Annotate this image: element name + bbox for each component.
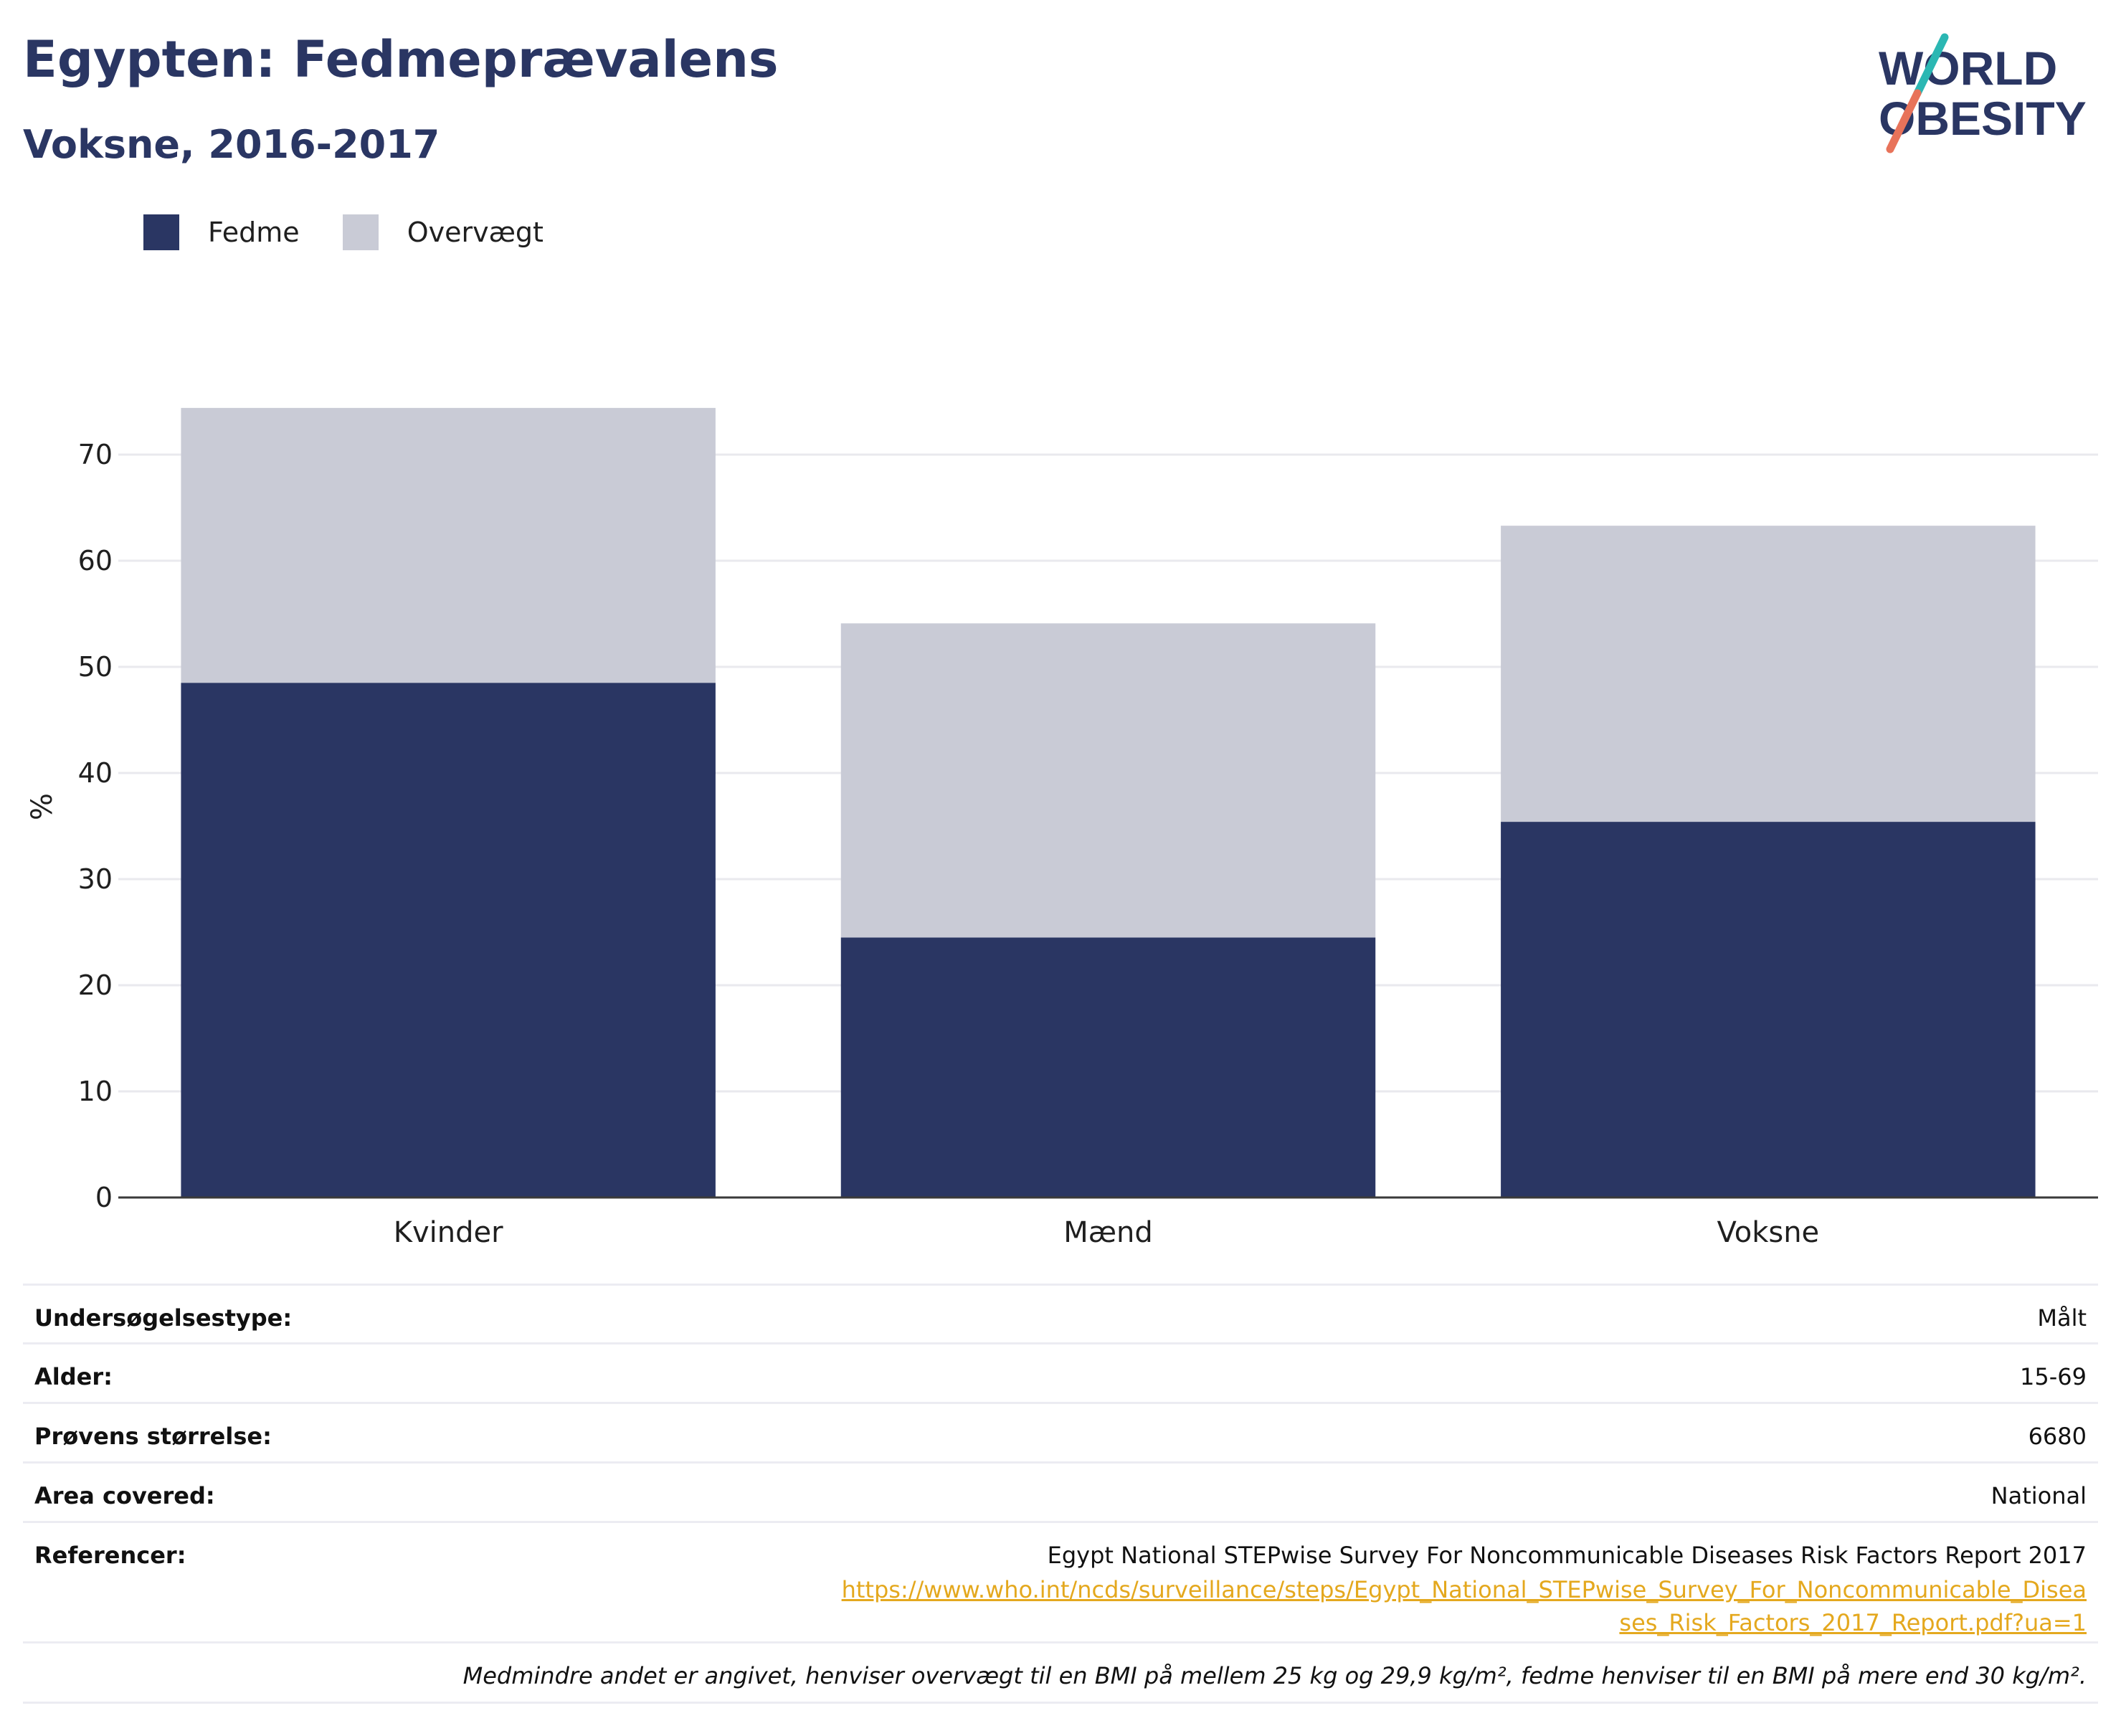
bar-fedme-1 [840,937,1376,1197]
x-tick-label: Voksne [1717,1216,1819,1249]
reference-link[interactable]: https://www.who.int/ncds/surveillance/st… [841,1576,2087,1636]
logo-slash-coral [1886,89,1922,153]
info-value: National [1990,1482,2087,1509]
legend: Fedme Overvægt [143,212,587,252]
y-tick-label: 40 [78,757,113,789]
bar-overvaegt-0 [181,407,716,683]
logo-line1: WORLD [1879,42,2057,95]
table-bottom-divider [23,1702,2098,1704]
y-tick-label: 0 [95,1182,113,1213]
y-tick-label: 70 [78,439,113,470]
y-tick-label: 20 [78,969,113,1001]
info-value: 15-69 [2020,1363,2087,1390]
info-row-note: Medmindre andet er angivet, henviser ove… [23,1641,2098,1702]
references-value: Egypt National STEPwise Survey For Nonco… [832,1542,2087,1639]
logo-slash-teal [1913,33,1949,98]
info-value: Målt [2037,1304,2087,1332]
stacked-bar-chart: 0 10 20 30 40 50 60 70% Kvinder Mænd Voksne [26,407,2098,1249]
legend-label-fedme: Fedme [208,217,300,248]
y-tick-label: 60 [78,545,113,577]
info-value: 6680 [2028,1423,2087,1450]
y-tick-label: 10 [78,1076,113,1107]
info-key: Referencer: [34,1542,186,1569]
x-tick-label: Kvinder [394,1216,503,1249]
info-row-survey-type: Undersøgelsestype: Målt [23,1284,2098,1342]
y-axis-label: % [26,793,59,820]
info-row-references: Referencer: Egypt National STEPwise Surv… [23,1521,2098,1641]
info-key: Alder: [34,1363,113,1390]
legend-label-overvaegt: Overvægt [407,217,544,248]
x-tick-label: Mænd [1063,1216,1153,1249]
y-tick-label: 30 [78,863,113,895]
legend-swatch-overvaegt [342,214,379,250]
definition-note: Medmindre andet er angivet, henviser ove… [462,1662,2087,1689]
info-row-area: Area covered: National [23,1461,2098,1521]
y-tick-label: 50 [78,651,113,683]
bar-fedme-0 [181,683,716,1197]
page-subtitle: Voksne, 2016-2017 [23,122,440,167]
bar-overvaegt-2 [1501,526,2036,822]
info-row-age: Alder: 15-69 [23,1342,2098,1402]
info-row-sample-size: Prøvens størrelse: 6680 [23,1402,2098,1461]
bar-overvaegt-1 [840,623,1376,938]
world-obesity-logo: WORLD OBESITY [1879,33,2087,153]
info-table: Undersøgelsestype: Målt Alder: 15-69 Prø… [23,1284,2098,1704]
page-title: Egypten: Fedmeprævalens [23,30,779,89]
info-key: Area covered: [34,1482,215,1509]
legend-swatch-fedme [143,214,179,250]
info-key: Prøvens størrelse: [34,1423,272,1450]
bar-fedme-2 [1501,822,2036,1197]
info-key: Undersøgelsestype: [34,1304,293,1332]
reference-text: Egypt National STEPwise Survey For Nonco… [1047,1542,2087,1569]
